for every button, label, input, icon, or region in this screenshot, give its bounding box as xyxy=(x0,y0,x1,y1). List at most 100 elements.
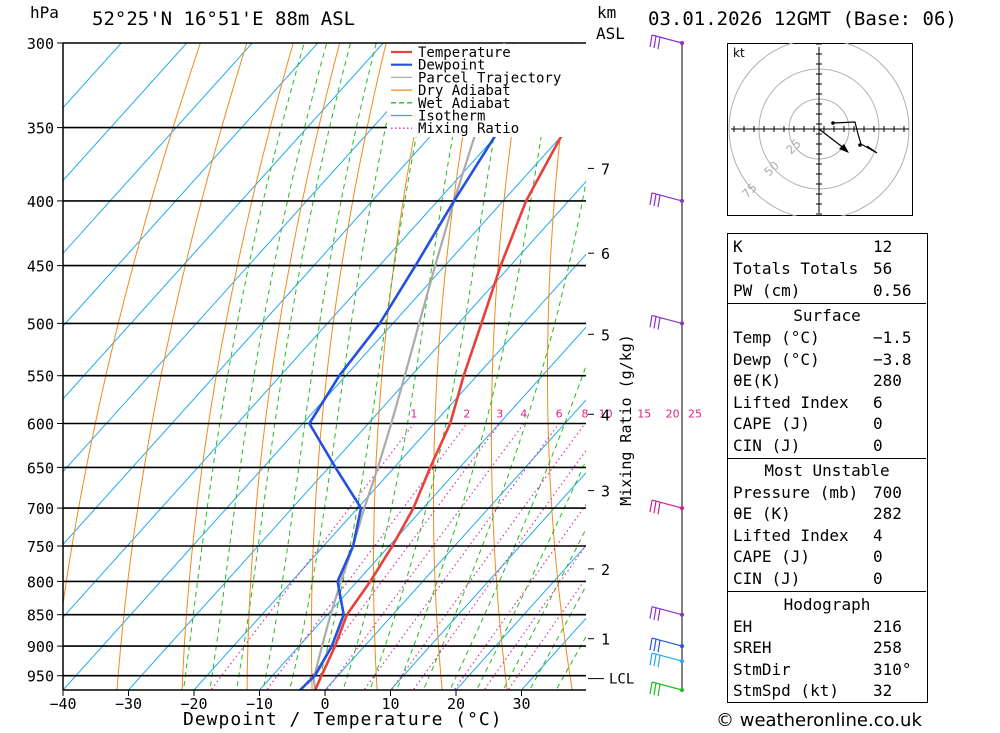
wet-adiabat-line xyxy=(182,43,305,690)
isotherm-line xyxy=(63,43,253,255)
hodograph-label: StmSpd (kt) xyxy=(733,681,839,700)
mixing-ratio-label: 2 xyxy=(463,407,470,420)
indices-table: K 12 Totals Totals 56 PW (cm) 0.56 Surface … xyxy=(727,233,928,703)
dry-adiabat-line xyxy=(116,43,248,690)
most-unstable-value: 700 xyxy=(873,483,902,502)
index-value: 0.56 xyxy=(873,281,912,300)
hodograph-value: 32 xyxy=(873,681,893,700)
pressure-tick-label: 800 xyxy=(27,573,54,591)
wind-barb-feather xyxy=(653,193,657,207)
surface-section-title: Surface xyxy=(793,306,861,325)
hodograph-value: 310° xyxy=(873,660,912,679)
legend-label: Wet Adiabat xyxy=(418,96,511,112)
x-tick-label: −20 xyxy=(180,695,207,713)
x-tick-label: −30 xyxy=(115,695,142,713)
storm-motion-arrowhead xyxy=(839,144,849,153)
mixing-ratio-line xyxy=(412,449,586,690)
surface-row: Temp (°C) −1.5 xyxy=(728,327,926,348)
isotherm-line xyxy=(63,43,188,182)
mixing-ratio-line xyxy=(210,423,415,690)
mixing-ratio-line xyxy=(326,423,525,690)
wind-barb-feather xyxy=(649,681,653,695)
parcel-trajectory-line xyxy=(312,43,506,690)
hodograph-trace-start xyxy=(831,121,835,125)
wind-barb-shaft xyxy=(651,681,683,691)
index-label: PW (cm) xyxy=(733,281,801,300)
index-row: Totals Totals 56 xyxy=(728,258,926,279)
temperature-line xyxy=(314,102,586,690)
pressure-tick-label: 350 xyxy=(27,120,54,138)
hodograph-row: StmSpd (kt) 32 xyxy=(728,680,926,701)
legend-label: Dry Adiabat xyxy=(418,83,511,99)
index-value: 56 xyxy=(873,259,893,278)
dry-adiabat-line xyxy=(373,43,434,690)
most-unstable-row: CAPE (J) 0 xyxy=(728,546,926,567)
surface-row: Lifted Index 6 xyxy=(728,392,926,413)
wind-barb-feather xyxy=(657,640,661,653)
wind-barb-feather xyxy=(649,34,653,48)
wet-adiabat-line xyxy=(449,364,586,690)
wind-barb xyxy=(649,499,684,515)
pressure-tick-label: 600 xyxy=(27,416,54,434)
wind-barb-feather xyxy=(649,192,653,205)
wind-barb xyxy=(649,681,684,697)
location-title: 52°25'N 16°51'E 88m ASL xyxy=(92,8,356,30)
legend-background xyxy=(387,44,586,137)
surface-label: Dewp (°C) xyxy=(733,350,820,369)
hodograph-value: 216 xyxy=(873,617,902,636)
wind-barb xyxy=(649,192,684,208)
dry-adiabat-line xyxy=(547,43,573,690)
surface-label: CAPE (J) xyxy=(733,414,811,433)
hodograph-value: 258 xyxy=(873,638,902,657)
mixing-ratio-label: 20 xyxy=(666,407,680,420)
table-divider xyxy=(728,303,926,304)
mixing-ratio-label: 3 xyxy=(496,407,503,420)
legend-label: Parcel Trajectory xyxy=(418,70,561,86)
pressure-tick-label: 900 xyxy=(27,638,54,656)
hodograph-unit: kt xyxy=(733,46,745,60)
surface-row: θE(K) 280 xyxy=(728,370,926,391)
mixing-ratio-label: 25 xyxy=(688,407,702,420)
x-tick-label: 20 xyxy=(447,695,465,713)
pressure-tick-label: 450 xyxy=(27,258,54,276)
most-unstable-row: θE (K) 282 xyxy=(728,503,926,524)
index-label: Totals Totals xyxy=(733,259,859,278)
wind-barb-feather xyxy=(653,316,657,329)
most-unstable-label: CIN (J) xyxy=(733,569,801,588)
dry-adiabat-line xyxy=(988,24,1000,692)
wind-barb-feather xyxy=(649,500,653,513)
surface-value: −1.5 xyxy=(873,328,912,347)
wind-barb-feather xyxy=(653,501,657,514)
wind-barb-feather xyxy=(657,608,661,621)
copyright-link[interactable]: © weatheronline.co.uk xyxy=(716,710,922,731)
wind-barb xyxy=(649,606,684,621)
index-label: K xyxy=(733,237,743,256)
hodograph-row: StmDir 310° xyxy=(728,659,926,680)
wind-barb xyxy=(649,314,684,330)
hodograph-trace-end xyxy=(858,143,862,147)
hodograph-section-title: Hodograph xyxy=(783,595,871,614)
most-unstable-row: Lifted Index 4 xyxy=(728,525,926,546)
mixing-ratio-line xyxy=(507,577,586,690)
dry-adiabat-line xyxy=(490,43,526,690)
most-unstable-row: CIN (J) 0 xyxy=(728,568,926,589)
mixing-ratio-label: 8 xyxy=(582,407,589,420)
table-divider xyxy=(728,458,926,459)
km-tick-label: 5 xyxy=(601,326,610,344)
most-unstable-label: Pressure (mb) xyxy=(733,483,859,502)
wind-barb-feather xyxy=(657,502,661,515)
pressure-tick-label: 550 xyxy=(27,368,54,386)
dry-adiabat-line xyxy=(63,43,201,607)
wind-barb-shaft xyxy=(651,192,683,202)
index-row: PW (cm) 0.56 xyxy=(728,280,926,301)
dry-adiabat-line xyxy=(654,24,703,692)
mixing-ratio-line xyxy=(483,544,586,690)
x-tick-label: −40 xyxy=(49,695,76,713)
x-tick-label: 0 xyxy=(320,695,329,713)
height-unit-asl: ASL xyxy=(596,24,625,43)
most-unstable-value: 0 xyxy=(873,569,883,588)
dry-adiabat-line xyxy=(246,43,341,690)
height-unit-km: km xyxy=(597,3,617,22)
